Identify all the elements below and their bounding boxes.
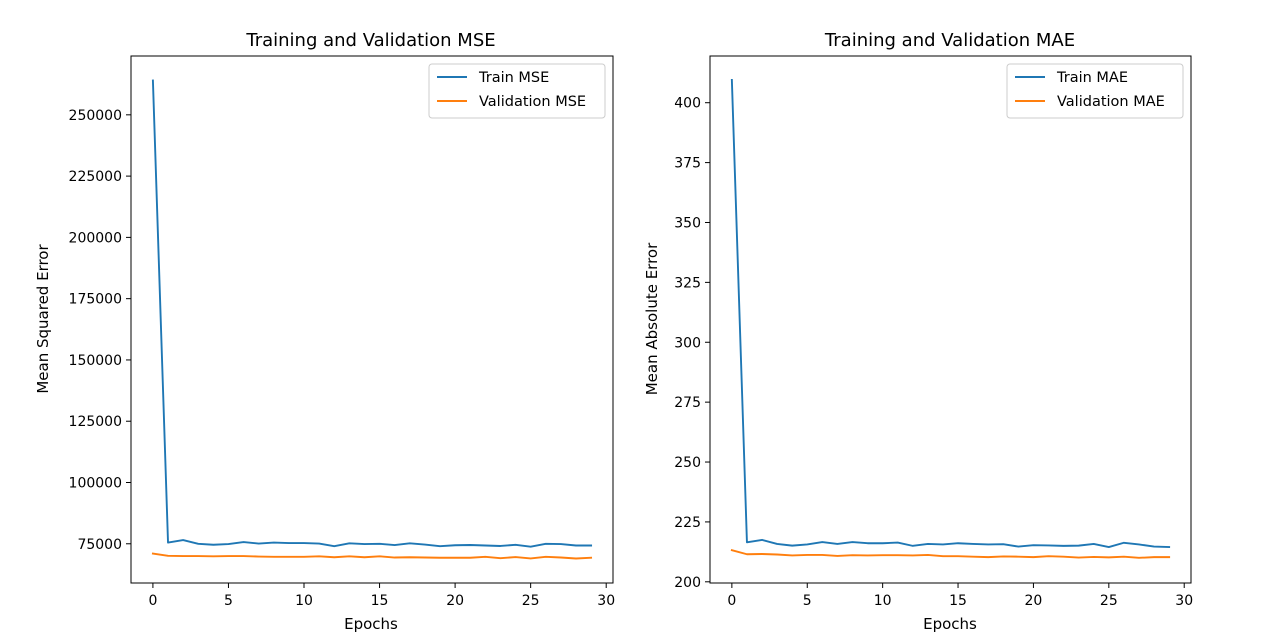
- mse-legend-label-validation: Validation MSE: [479, 94, 586, 110]
- mse-legend-box: [428, 63, 606, 119]
- mae-y-tick-label: 325: [674, 275, 701, 291]
- mae-chart-title: Training and Validation MAE: [824, 30, 1075, 51]
- mse-x-tick-label: 10: [295, 593, 313, 609]
- mse-x-tick-label: 15: [371, 593, 389, 609]
- mse-x-tick-label: 5: [224, 593, 233, 609]
- mse-x-axis-label: Epochs: [344, 615, 398, 633]
- mae-x-tick-label: 0: [727, 593, 736, 609]
- mse-x-tick-label: 30: [597, 593, 615, 609]
- mae-legend-label-validation: Validation MAE: [1057, 94, 1165, 110]
- mse-y-tick-label: 75000: [77, 537, 122, 553]
- mae-x-tick-label: 20: [1025, 593, 1043, 609]
- mae-y-axis-label: Mean Absolute Error: [643, 242, 661, 395]
- mae-y-tick-label: 225: [674, 515, 701, 531]
- mae-y-tick-label: 350: [674, 215, 701, 231]
- mae-y-tick-label: 250: [674, 455, 701, 471]
- mse-x-tick-label: 20: [446, 593, 464, 609]
- mse-y-tick-label: 250000: [69, 108, 122, 124]
- mae-legend-box: [1006, 63, 1184, 119]
- mae-y-tick-label: 400: [674, 96, 701, 112]
- mae-y-tick-label: 300: [674, 335, 701, 351]
- mae-axes-frame: [709, 55, 1192, 584]
- mse-axes-frame: [130, 55, 614, 584]
- mae-y-tick-label: 375: [674, 156, 701, 172]
- mse-chart-panel: Training and Validation MSE Epochs Mean …: [34, 30, 615, 633]
- mae-x-axis-label: Epochs: [923, 615, 977, 633]
- mse-legend: Train MSE Validation MSE: [428, 63, 606, 119]
- mse-y-tick-label: 225000: [69, 169, 122, 185]
- mse-legend-label-train: Train MSE: [478, 70, 549, 86]
- mae-y-tick-label: 275: [674, 395, 701, 411]
- mse-x-tick-label: 25: [522, 593, 540, 609]
- mae-series-line-validation: [730, 549, 1171, 559]
- mae-series-line-train: [730, 78, 1171, 549]
- mae-x-tick-label: 15: [949, 593, 967, 609]
- mse-series-line-validation: [151, 552, 593, 560]
- mse-y-tick-label: 125000: [69, 414, 122, 430]
- mae-x-tick-label: 30: [1175, 593, 1193, 609]
- mae-y-tick-label: 200: [674, 575, 701, 591]
- mae-x-tick-label: 5: [803, 593, 812, 609]
- mse-y-tick-label: 200000: [69, 230, 122, 246]
- mse-series-line-train: [151, 79, 593, 548]
- mae-x-tick-label: 10: [874, 593, 892, 609]
- mae-legend: Train MAE Validation MAE: [1006, 63, 1184, 119]
- mse-y-tick-label: 175000: [69, 292, 122, 308]
- mae-x-tick-label: 25: [1100, 593, 1118, 609]
- mse-y-tick-label: 100000: [69, 476, 122, 492]
- mae-chart-panel: Training and Validation MAE Epochs Mean …: [643, 30, 1193, 633]
- mae-legend-label-train: Train MAE: [1056, 70, 1128, 86]
- mse-y-axis-label: Mean Squared Error: [34, 244, 52, 394]
- mse-y-tick-label: 150000: [69, 353, 122, 369]
- mse-x-tick-label: 0: [148, 593, 157, 609]
- mse-chart-title: Training and Validation MSE: [245, 30, 495, 51]
